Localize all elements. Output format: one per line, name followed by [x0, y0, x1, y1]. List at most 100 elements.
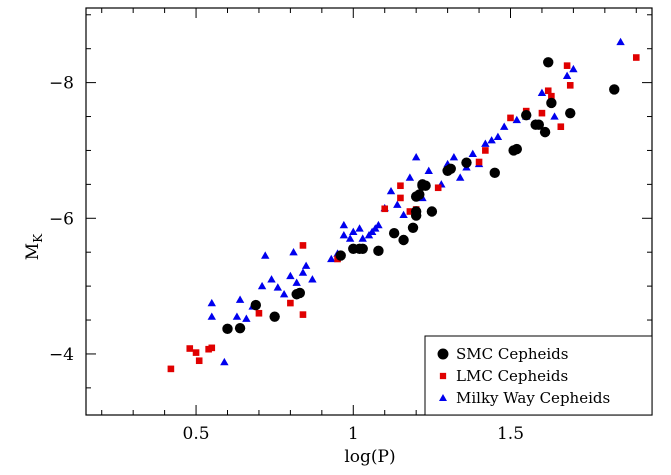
- y-axis-title-main: M: [23, 243, 43, 260]
- mw-point: [550, 112, 558, 119]
- mw-point: [220, 358, 228, 365]
- mw-point: [616, 38, 624, 45]
- lmc-point: [287, 300, 294, 307]
- lmc-point: [186, 345, 193, 352]
- mw-point: [500, 123, 508, 130]
- smc-point: [251, 300, 261, 310]
- mw-point: [425, 167, 433, 174]
- smc-point: [373, 246, 383, 256]
- mw-point: [456, 173, 464, 180]
- smc-point: [461, 157, 471, 167]
- lmc-point: [482, 147, 489, 154]
- smc-point: [512, 144, 522, 154]
- data-points: [168, 38, 640, 372]
- mw-point: [387, 187, 395, 194]
- legend: SMC CepheidsLMC CepheidsMilky Way Cephei…: [425, 336, 652, 415]
- mw-point: [569, 65, 577, 72]
- lmc-point: [381, 205, 388, 212]
- smc-point: [565, 108, 575, 118]
- lmc-point: [397, 182, 404, 189]
- mw-point: [399, 211, 407, 218]
- mw-point: [563, 72, 571, 79]
- smc-point: [411, 206, 421, 216]
- mw-point: [261, 251, 269, 258]
- smc-point: [427, 206, 437, 216]
- lmc-point: [567, 82, 574, 89]
- mw-point: [450, 153, 458, 160]
- smc-point: [358, 244, 368, 254]
- y-axis-title-subscript: K: [31, 233, 45, 243]
- mw-point: [286, 272, 294, 279]
- lmc-point: [558, 123, 565, 130]
- mw-point: [267, 275, 275, 282]
- x-axis-title: log(P): [344, 447, 395, 467]
- smc-point: [235, 323, 245, 333]
- smc-point: [336, 250, 346, 260]
- smc-point: [546, 98, 556, 108]
- smc-point: [521, 110, 531, 120]
- smc-point: [540, 127, 550, 137]
- lmc-point: [539, 110, 546, 117]
- lmc-point: [196, 357, 203, 364]
- smc-point: [295, 288, 305, 298]
- smc-point: [222, 324, 232, 334]
- lmc-point: [633, 54, 640, 61]
- mw-point: [513, 116, 521, 123]
- lmc-point: [168, 366, 175, 373]
- mw-point: [393, 201, 401, 208]
- mw-point: [374, 221, 382, 228]
- smc-point: [543, 57, 553, 67]
- legend-marker: [438, 349, 449, 360]
- mw-point: [236, 295, 244, 302]
- x-tick-label: 1.5: [497, 424, 524, 444]
- mw-point: [469, 150, 477, 157]
- smc-point: [490, 168, 500, 178]
- mw-point: [208, 312, 216, 319]
- mw-point: [340, 231, 348, 238]
- legend-marker: [440, 373, 446, 379]
- mw-point: [292, 279, 300, 286]
- mw-point: [494, 133, 502, 140]
- smc-point: [389, 228, 399, 238]
- lmc-point: [300, 242, 307, 249]
- y-axis-title: MK: [23, 233, 45, 260]
- lmc-point: [397, 195, 404, 202]
- mw-point: [355, 224, 363, 231]
- smc-point: [446, 164, 456, 174]
- x-tick-label: 1: [348, 424, 359, 444]
- lmc-point: [476, 159, 483, 166]
- mw-point: [242, 314, 250, 321]
- lmc-point: [193, 349, 200, 356]
- lmc-point: [300, 311, 307, 318]
- mw-point: [208, 299, 216, 306]
- lmc-point: [507, 115, 514, 122]
- lmc-point: [435, 184, 442, 191]
- smc-point: [408, 223, 418, 233]
- smc-point: [420, 181, 430, 191]
- lmc-point: [564, 62, 571, 69]
- y-tick-label: −4: [49, 345, 74, 365]
- mw-point: [258, 282, 266, 289]
- legend-label: SMC Cepheids: [456, 345, 568, 363]
- smc-point: [609, 84, 619, 94]
- mw-point: [308, 275, 316, 282]
- mw-point: [280, 290, 288, 297]
- mw-point: [289, 248, 297, 255]
- y-tick-label: −6: [49, 209, 74, 229]
- mw-point: [406, 173, 414, 180]
- lmc-point: [208, 345, 215, 352]
- smc-point: [414, 189, 424, 199]
- y-tick-label: −8: [49, 74, 74, 94]
- mw-point: [233, 312, 241, 319]
- mw-point: [302, 262, 310, 269]
- mw-point: [274, 283, 282, 290]
- legend-label: LMC Cepheids: [456, 367, 568, 385]
- lmc-point: [256, 310, 263, 317]
- mw-point: [340, 221, 348, 228]
- smc-point: [269, 311, 279, 321]
- mw-point: [538, 89, 546, 96]
- mw-point: [299, 268, 307, 275]
- smc-point: [398, 235, 408, 245]
- x-tick-label: 0.5: [183, 424, 210, 444]
